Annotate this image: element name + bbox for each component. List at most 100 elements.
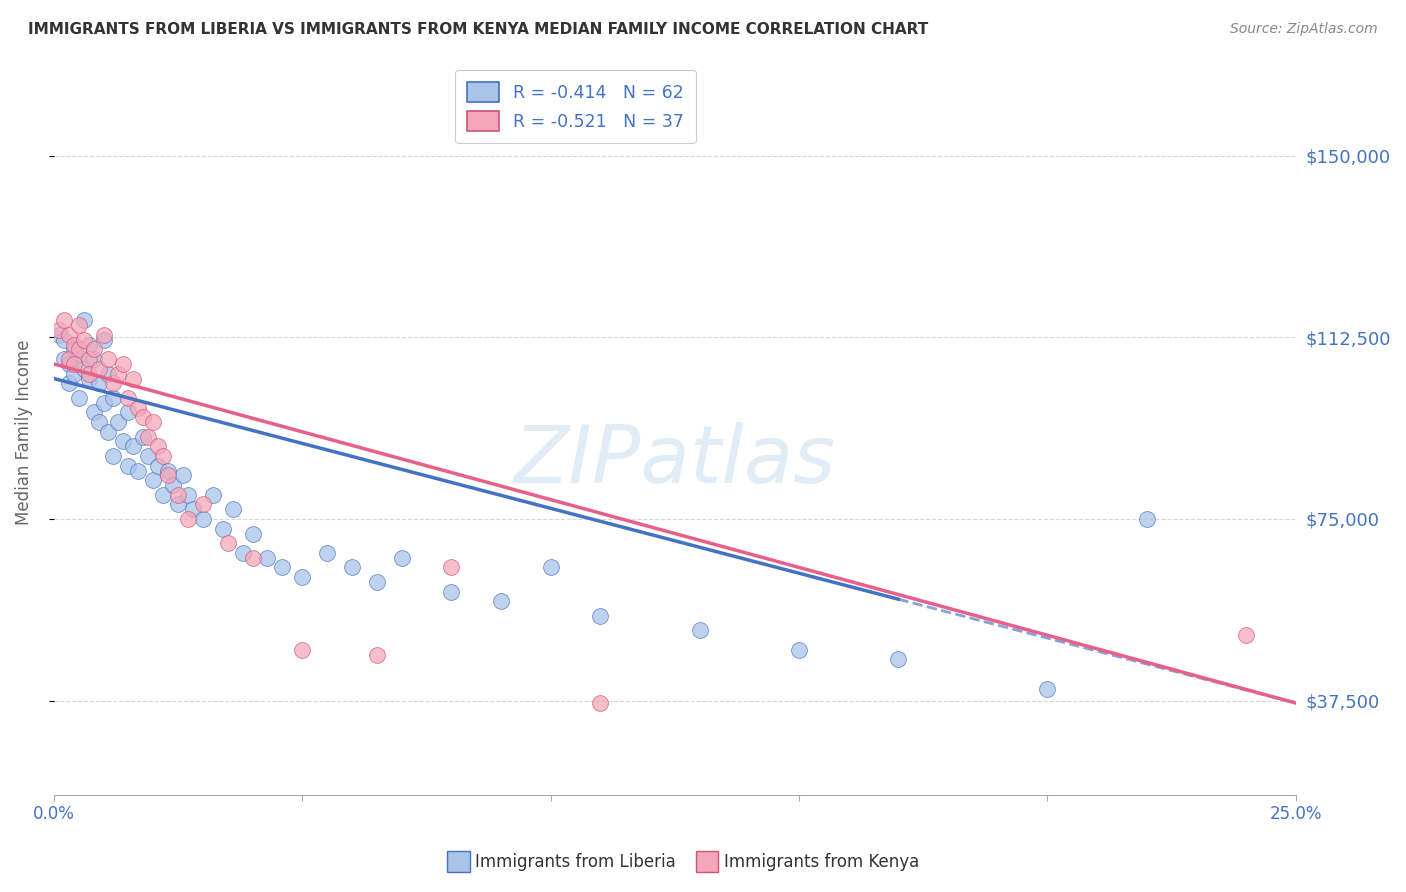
Point bbox=[93, 395, 115, 409]
Point bbox=[58, 352, 80, 367]
Point bbox=[157, 468, 180, 483]
Point bbox=[1234, 628, 1257, 642]
Point bbox=[689, 624, 711, 638]
Point bbox=[217, 536, 239, 550]
Point bbox=[117, 405, 139, 419]
Point bbox=[93, 327, 115, 342]
Point bbox=[58, 327, 80, 342]
Point bbox=[221, 502, 243, 516]
Point bbox=[112, 434, 135, 449]
Point bbox=[540, 560, 562, 574]
Point bbox=[242, 550, 264, 565]
Point bbox=[366, 648, 388, 662]
Point bbox=[172, 468, 194, 483]
Point bbox=[67, 347, 90, 361]
Point bbox=[103, 391, 125, 405]
Point bbox=[62, 343, 84, 357]
Point bbox=[97, 367, 120, 381]
Point bbox=[316, 546, 339, 560]
Point bbox=[77, 352, 100, 367]
Point bbox=[87, 361, 110, 376]
Text: ZIPatlas: ZIPatlas bbox=[513, 422, 837, 500]
Point bbox=[232, 546, 254, 560]
Point bbox=[67, 318, 90, 333]
Point bbox=[77, 371, 100, 385]
Point bbox=[340, 560, 363, 574]
Point bbox=[107, 367, 129, 381]
Point bbox=[136, 430, 159, 444]
Point bbox=[103, 376, 125, 391]
Point bbox=[1136, 512, 1159, 526]
Point bbox=[256, 550, 278, 565]
Point bbox=[191, 512, 214, 526]
Point bbox=[177, 488, 200, 502]
Point bbox=[67, 343, 90, 357]
Point bbox=[52, 352, 75, 367]
Point bbox=[167, 498, 190, 512]
Point bbox=[107, 415, 129, 429]
Point bbox=[787, 642, 810, 657]
Point bbox=[132, 410, 155, 425]
Point bbox=[127, 464, 149, 478]
Point bbox=[112, 357, 135, 371]
Point bbox=[191, 498, 214, 512]
Point bbox=[62, 337, 84, 351]
Point bbox=[887, 652, 910, 666]
Point bbox=[142, 473, 165, 487]
Point bbox=[181, 502, 204, 516]
Point bbox=[83, 343, 105, 357]
Point bbox=[52, 313, 75, 327]
Point bbox=[177, 512, 200, 526]
Point bbox=[142, 415, 165, 429]
Point bbox=[136, 449, 159, 463]
Point bbox=[77, 337, 100, 351]
Point bbox=[440, 584, 463, 599]
Point bbox=[103, 449, 125, 463]
Point bbox=[62, 367, 84, 381]
Point bbox=[97, 352, 120, 367]
Point bbox=[211, 522, 233, 536]
Point bbox=[152, 488, 174, 502]
Point bbox=[132, 430, 155, 444]
Point bbox=[242, 526, 264, 541]
Text: Source: ZipAtlas.com: Source: ZipAtlas.com bbox=[1230, 22, 1378, 37]
Point bbox=[72, 333, 94, 347]
Point bbox=[93, 333, 115, 347]
Text: Immigrants from Kenya: Immigrants from Kenya bbox=[724, 853, 920, 871]
Point bbox=[87, 376, 110, 391]
Point bbox=[122, 439, 145, 453]
Point bbox=[271, 560, 294, 574]
Point bbox=[117, 391, 139, 405]
Point bbox=[589, 608, 612, 623]
Point bbox=[72, 313, 94, 327]
Point bbox=[366, 574, 388, 589]
Point bbox=[440, 560, 463, 574]
Point bbox=[167, 488, 190, 502]
Point bbox=[58, 376, 80, 391]
Point bbox=[87, 415, 110, 429]
Point bbox=[62, 357, 84, 371]
Point bbox=[97, 425, 120, 439]
Point bbox=[77, 367, 100, 381]
Point bbox=[122, 371, 145, 385]
Point bbox=[83, 405, 105, 419]
Point bbox=[146, 458, 169, 473]
Point bbox=[489, 594, 512, 608]
Point bbox=[117, 458, 139, 473]
Point bbox=[58, 357, 80, 371]
Legend: R = -0.414   N = 62, R = -0.521   N = 37: R = -0.414 N = 62, R = -0.521 N = 37 bbox=[456, 70, 696, 143]
Point bbox=[72, 361, 94, 376]
Point bbox=[162, 478, 184, 492]
Text: Immigrants from Liberia: Immigrants from Liberia bbox=[475, 853, 676, 871]
Point bbox=[52, 333, 75, 347]
Point bbox=[83, 352, 105, 367]
Point bbox=[157, 464, 180, 478]
Y-axis label: Median Family Income: Median Family Income bbox=[15, 339, 32, 524]
Point bbox=[48, 327, 70, 342]
Point bbox=[291, 642, 314, 657]
Point bbox=[48, 323, 70, 337]
Point bbox=[146, 439, 169, 453]
Point bbox=[589, 696, 612, 710]
Point bbox=[127, 401, 149, 415]
Point bbox=[291, 570, 314, 584]
